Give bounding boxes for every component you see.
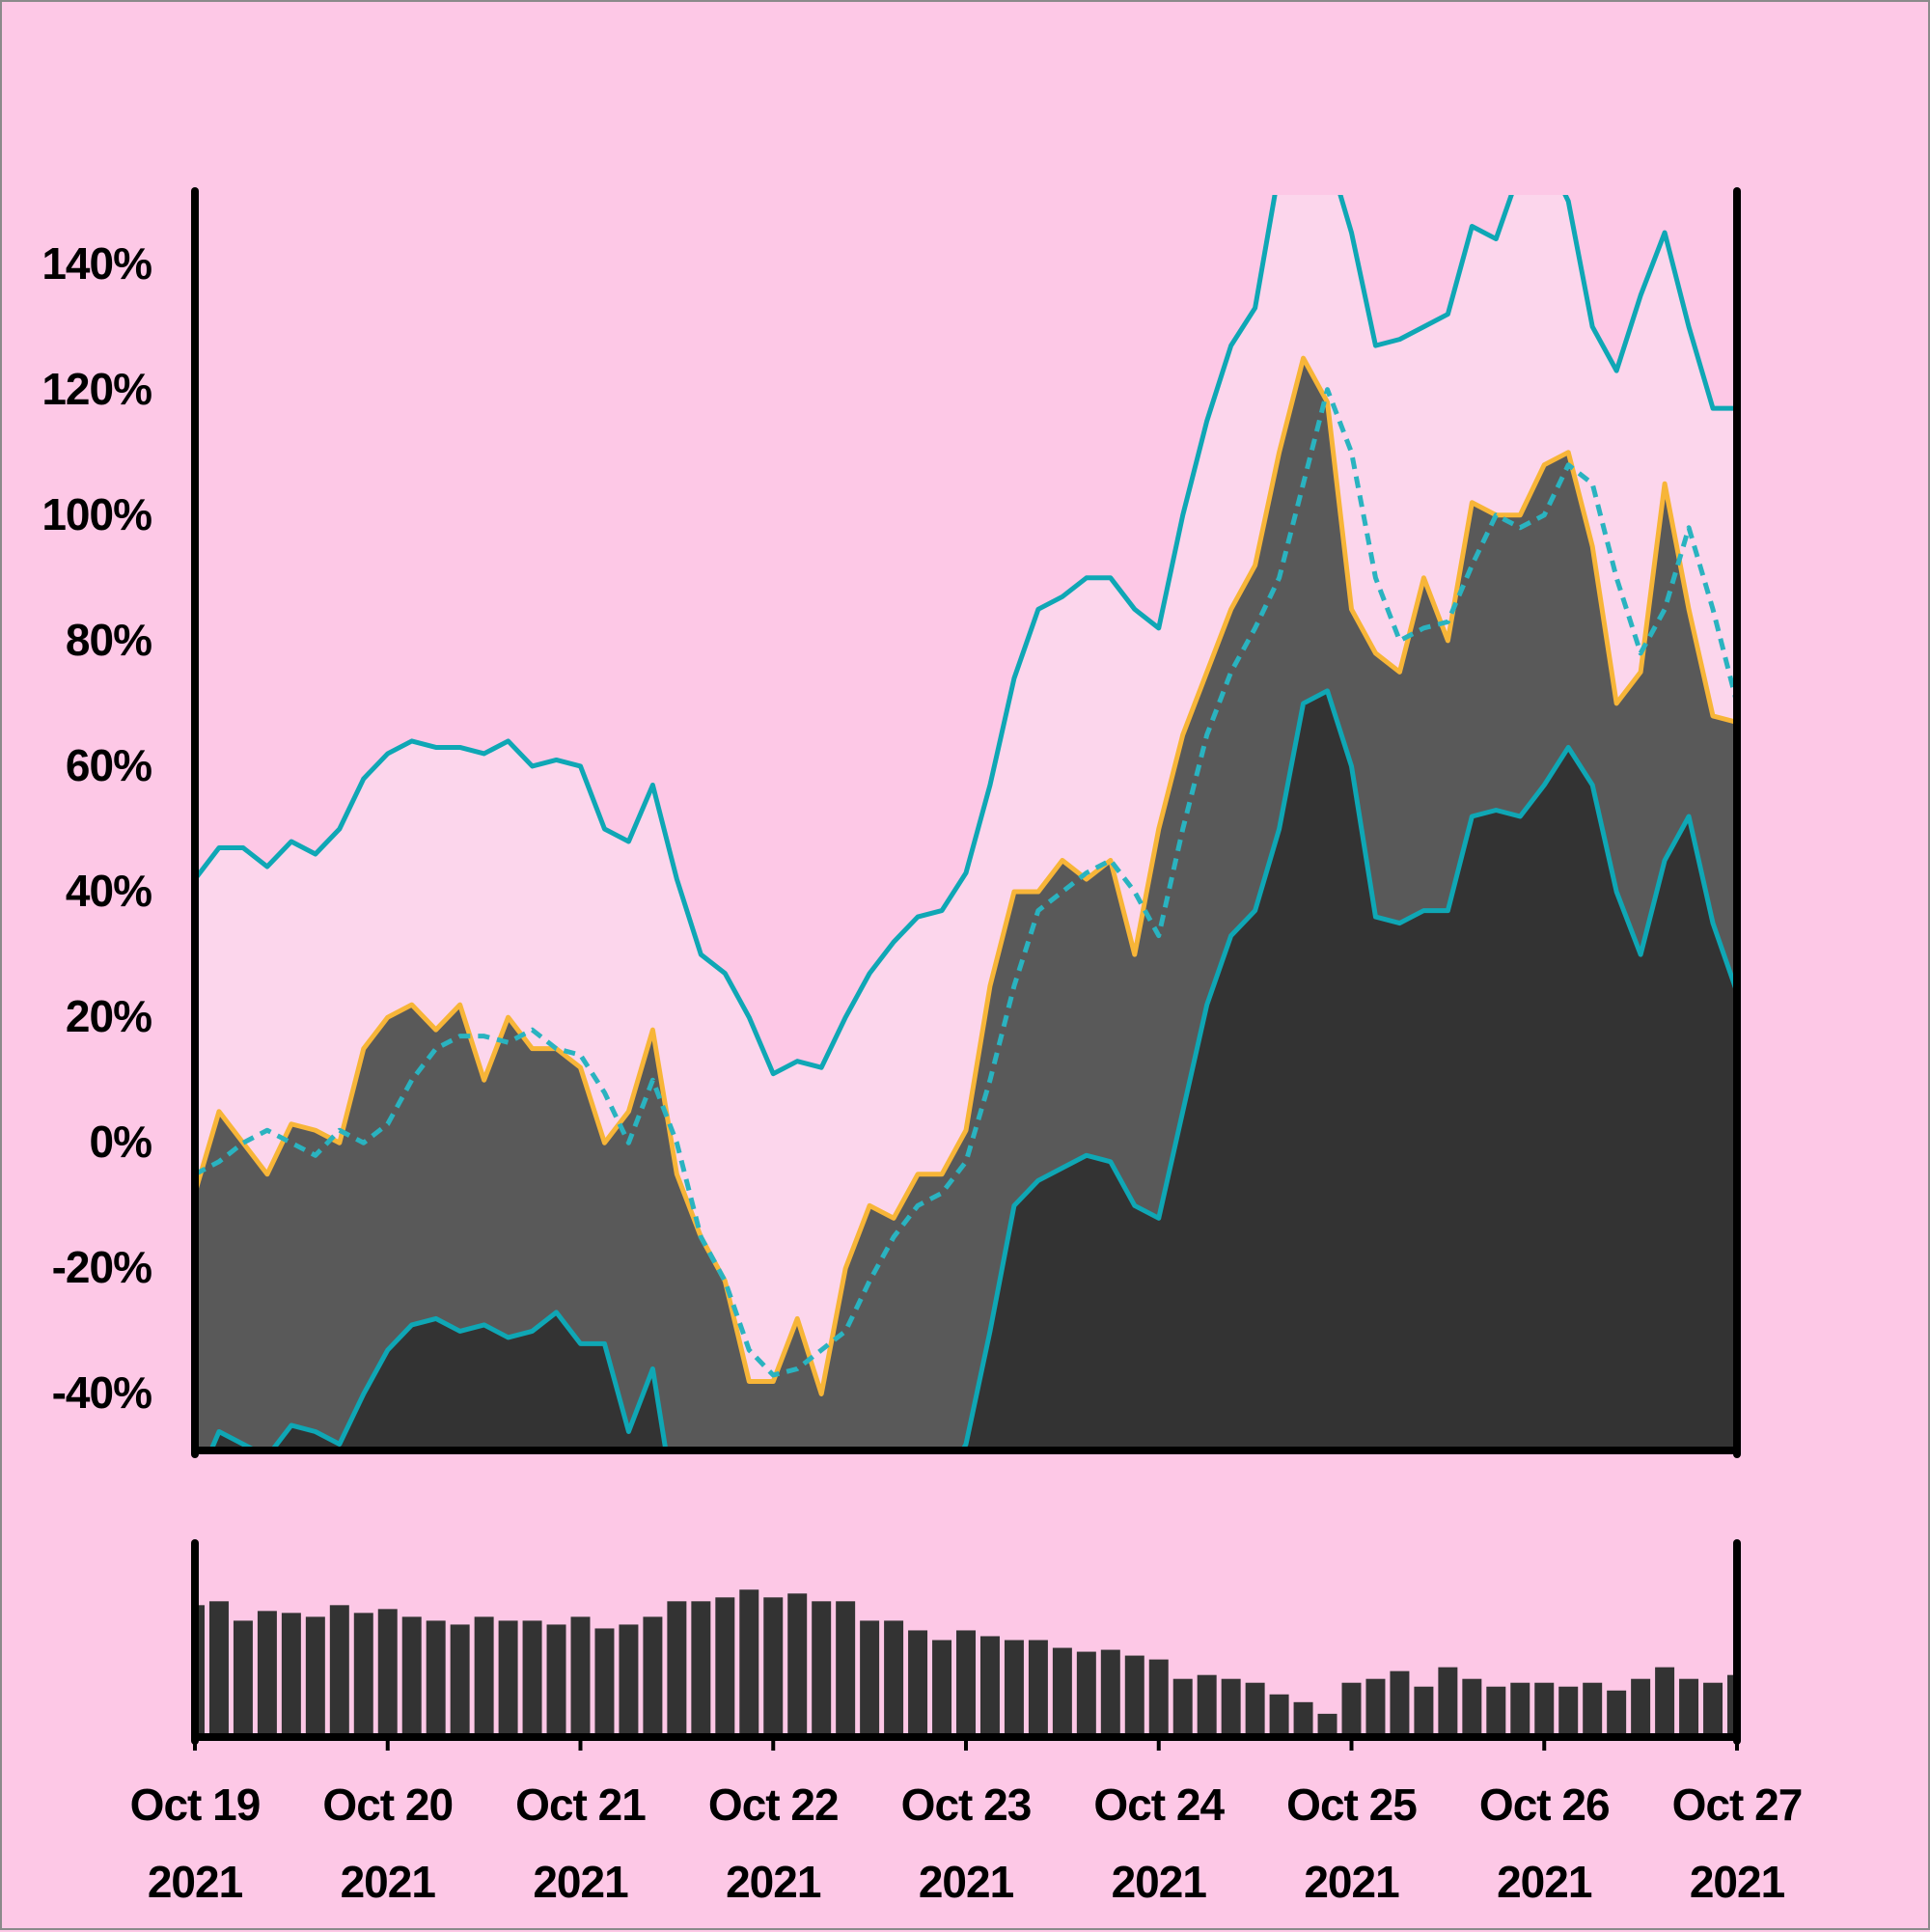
volume-bar — [1100, 1649, 1120, 1737]
volume-bar — [257, 1611, 277, 1737]
series-line — [207, 688, 1737, 1450]
volume-bar — [1583, 1682, 1603, 1737]
series-line — [195, 355, 1737, 1396]
volume-bar — [1727, 1674, 1737, 1737]
volume-bar — [812, 1601, 832, 1737]
x-tick-label: Oct 25 2021 — [1286, 1780, 1418, 1907]
area-fill — [195, 690, 1737, 1450]
volume-bar — [426, 1620, 446, 1737]
volume-bar — [1462, 1678, 1482, 1737]
volume-bar — [377, 1609, 398, 1737]
volume-bar — [619, 1624, 639, 1737]
volume-bar — [1365, 1678, 1386, 1737]
x-tick-label: Oct 27 2021 — [1671, 1780, 1804, 1907]
x-tick-label: Oct 21 2021 — [515, 1780, 647, 1907]
volume-bar — [281, 1613, 301, 1737]
y-tick-label: 60% — [65, 739, 152, 790]
series-line — [195, 195, 1737, 1077]
y-tick-label: 0% — [89, 1117, 152, 1168]
volume-bar — [1293, 1701, 1313, 1737]
volume-bar — [1148, 1659, 1169, 1737]
volume-bar — [836, 1601, 856, 1737]
x-tick-label: Oct 26 2021 — [1478, 1780, 1611, 1907]
volume-bar — [1052, 1647, 1072, 1737]
volume-bar — [667, 1601, 687, 1737]
volume-bar — [1317, 1713, 1337, 1737]
y-tick-label: 20% — [65, 991, 152, 1042]
volume-bar — [1679, 1678, 1699, 1737]
volume-bar — [1172, 1678, 1193, 1737]
volume-bar — [1631, 1678, 1651, 1737]
y-tick-label: 100% — [41, 488, 152, 539]
volume-bar — [860, 1620, 880, 1737]
volume-bar — [522, 1620, 542, 1737]
series-line — [195, 387, 1737, 1378]
volume-bar — [1534, 1682, 1555, 1737]
volume-bar — [956, 1630, 976, 1737]
volume-bar — [715, 1597, 735, 1737]
y-tick-label: -40% — [51, 1367, 152, 1419]
x-tick-label: Oct 19 2021 — [129, 1780, 262, 1907]
volume-bar — [1124, 1655, 1144, 1737]
volume-bar — [401, 1616, 422, 1737]
x-tick-label: Oct 23 2021 — [900, 1780, 1033, 1907]
volume-bar — [1438, 1667, 1458, 1737]
volume-bar — [643, 1616, 663, 1737]
volume-bar — [1703, 1682, 1723, 1737]
volume-bar — [908, 1630, 928, 1737]
volume-bar — [353, 1613, 373, 1737]
plot-area — [195, 195, 1737, 1450]
volume-bar — [1245, 1682, 1265, 1737]
volume-bar — [233, 1620, 253, 1737]
y-tick-label: 80% — [65, 614, 152, 665]
volume-bar — [884, 1620, 904, 1737]
volume-bar — [594, 1628, 615, 1737]
volume-bar — [1221, 1678, 1241, 1737]
y-tick-label: 40% — [65, 866, 152, 917]
volume-bar — [1028, 1640, 1048, 1737]
volume-bar — [570, 1616, 591, 1737]
volume-bar — [1076, 1651, 1096, 1737]
volume-bar — [787, 1593, 808, 1737]
volume-bar — [1004, 1640, 1024, 1737]
volume-bar — [208, 1601, 229, 1737]
volume-bar — [1558, 1686, 1579, 1737]
volume-bar — [474, 1616, 494, 1737]
y-tick-label: -20% — [51, 1242, 152, 1293]
volume-bar — [195, 1605, 205, 1737]
volume-bar — [1341, 1682, 1362, 1737]
x-tick-label: Oct 20 2021 — [322, 1780, 454, 1907]
volume-bar — [1269, 1694, 1289, 1737]
volume-bar — [1510, 1682, 1530, 1737]
volume-bar — [450, 1624, 470, 1737]
volume-bar — [546, 1624, 566, 1737]
volume-bar — [691, 1601, 711, 1737]
volume-panel — [195, 1589, 1737, 1737]
volume-bar — [739, 1589, 759, 1737]
volume-bar — [1607, 1690, 1627, 1737]
y-tick-label: 120% — [41, 363, 152, 414]
volume-bar — [979, 1636, 1000, 1737]
x-tick-label: Oct 24 2021 — [1093, 1780, 1225, 1907]
volume-bar — [1486, 1686, 1506, 1737]
volume-bar — [329, 1605, 349, 1737]
volume-bar — [763, 1597, 784, 1737]
volume-bar — [1414, 1686, 1434, 1737]
volume-bar — [305, 1616, 325, 1737]
volume-bar — [1655, 1667, 1675, 1737]
y-tick-label: 140% — [41, 237, 152, 289]
volume-bar — [1390, 1670, 1410, 1737]
x-tick-label: Oct 22 2021 — [707, 1780, 840, 1907]
volume-bar — [1197, 1674, 1217, 1737]
volume-bar — [498, 1620, 518, 1737]
volume-bar — [932, 1640, 952, 1737]
